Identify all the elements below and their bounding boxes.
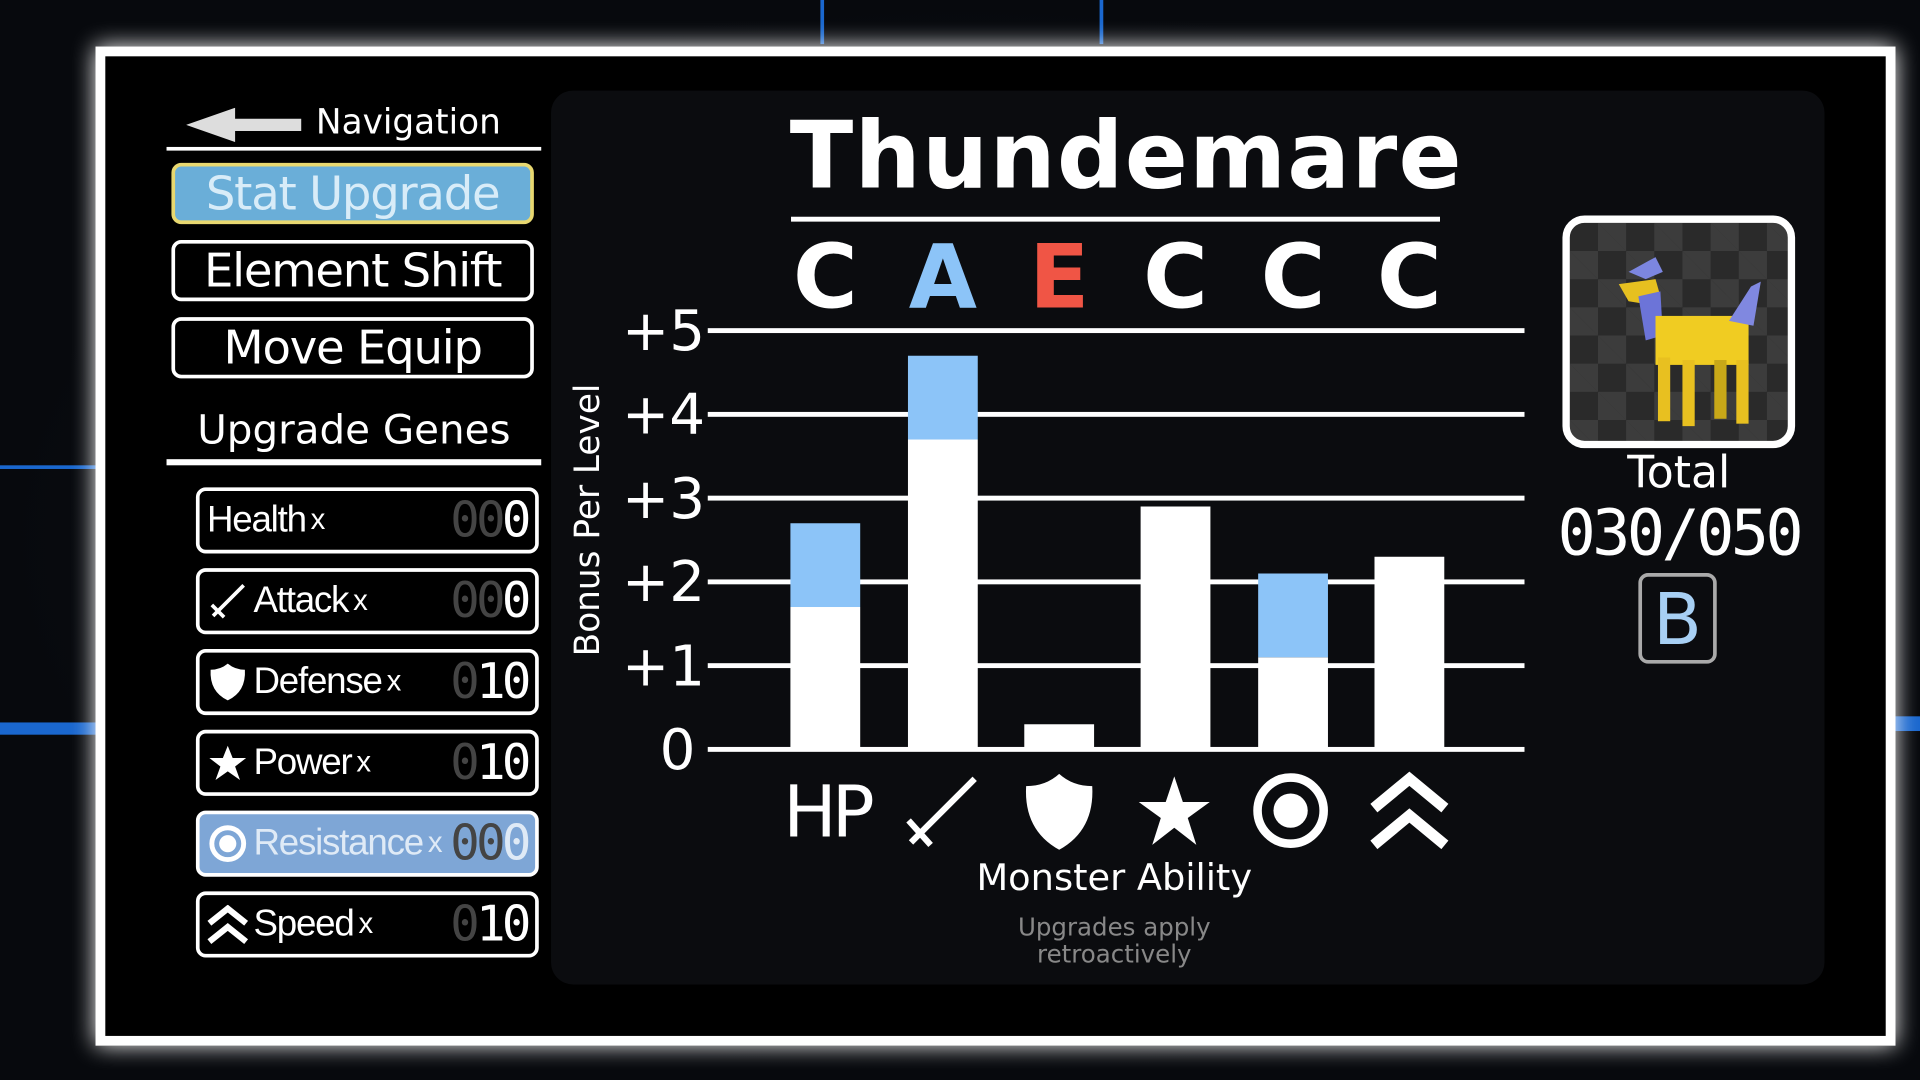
divider — [166, 459, 542, 466]
shield-icon — [207, 661, 249, 703]
navigation-title: Navigation — [315, 101, 501, 143]
grade-letter: C — [1377, 225, 1442, 329]
multiplier-sign: x — [310, 503, 326, 537]
count-leading-zeros: 0 — [450, 734, 480, 792]
count-value: 0 — [501, 492, 532, 549]
grade-letter: C — [792, 225, 858, 329]
count-leading-zeros: 00 — [450, 573, 505, 630]
shield-icon — [1025, 773, 1093, 850]
gene-count: 000 — [450, 815, 532, 872]
double-chevron-up-icon — [1370, 771, 1449, 850]
gene-row-attack[interactable]: Attack x 000 — [195, 568, 539, 635]
star-icon — [1138, 776, 1210, 845]
count-leading-zeros: 00 — [450, 492, 505, 549]
note-line: retroactively — [1037, 939, 1192, 969]
rank-badge: B — [1638, 573, 1717, 664]
ring-icon — [1253, 773, 1328, 848]
grade-letter: A — [908, 225, 977, 329]
double-chevron-up-icon — [207, 904, 249, 946]
multiplier-sign: x — [386, 664, 402, 698]
bg-line — [0, 465, 111, 469]
gene-label: Speed — [253, 903, 354, 945]
multiplier-sign: x — [356, 745, 372, 779]
count-value: 10 — [476, 653, 531, 711]
gene-count: 000 — [450, 492, 532, 549]
bar-defense-shield-icon — [1024, 724, 1095, 750]
bar-HP — [790, 523, 861, 608]
star-icon — [207, 742, 249, 784]
gene-row-resistance[interactable]: Resistance x 000 — [195, 810, 539, 877]
count-value: 0 — [501, 815, 532, 872]
stat-upgrade-button[interactable]: Stat Upgrade — [171, 162, 534, 225]
grade-letter: E — [1029, 225, 1090, 329]
sword-icon — [207, 580, 249, 622]
y-tick-label: +2 — [622, 548, 706, 615]
count-leading-zeros: 00 — [450, 815, 505, 872]
gridline — [707, 411, 1525, 417]
monster-portrait — [1562, 215, 1796, 449]
multiplier-sign: x — [427, 826, 443, 860]
bg-line — [1099, 0, 1104, 45]
upgrade-genes-title: Upgrade Genes — [197, 405, 511, 454]
gene-label: Health — [206, 499, 307, 541]
gene-label: Power — [253, 742, 352, 783]
gridline — [707, 746, 1525, 752]
x-tick-hp: HP — [783, 770, 874, 854]
x-axis-label: Monster Ability — [976, 857, 1253, 901]
gridline — [707, 495, 1525, 501]
divider — [166, 146, 542, 151]
element-shift-button[interactable]: Element Shift — [171, 240, 534, 302]
gridline — [707, 579, 1525, 585]
gene-count: 010 — [450, 653, 531, 711]
count-value: 0 — [501, 573, 532, 630]
total-label: Total — [1627, 448, 1731, 499]
bar-attack-sword-icon — [907, 439, 978, 750]
gene-label: Defense — [253, 661, 382, 702]
monster-name: Thundemare — [789, 100, 1463, 210]
gene-label: Attack — [253, 580, 349, 621]
bg-line — [0, 722, 111, 735]
y-tick-label: 0 — [659, 716, 696, 783]
gene-count: 000 — [450, 573, 532, 630]
bar-resistance-ring-icon — [1258, 573, 1328, 658]
gene-count: 010 — [450, 896, 531, 953]
back-arrow-icon[interactable] — [186, 107, 304, 143]
count-leading-zeros: 0 — [450, 896, 480, 953]
move-equip-button[interactable]: Move Equip — [171, 317, 534, 379]
grade-letter: C — [1260, 225, 1326, 329]
count-value: 10 — [476, 896, 531, 953]
monster-sprite — [1618, 257, 1761, 427]
count-value: 10 — [476, 734, 531, 792]
gene-row-defense[interactable]: Defense x 010 — [195, 648, 539, 716]
gene-row-power[interactable]: Power x 010 — [195, 729, 539, 796]
y-tick-label: +1 — [622, 632, 706, 699]
bar-HP — [790, 607, 861, 750]
divider — [791, 216, 1441, 222]
gene-row-speed[interactable]: Speed x 010 — [195, 891, 539, 958]
bg-line — [820, 0, 825, 45]
bar-speed-chevron-icon — [1374, 556, 1445, 750]
gridline — [707, 663, 1525, 669]
count-leading-zeros: 0 — [450, 653, 480, 711]
multiplier-sign: x — [358, 907, 374, 941]
gene-label: Resistance — [253, 822, 424, 864]
y-tick-label: +4 — [622, 381, 706, 448]
retroactive-note: Upgrades apply retroactively — [931, 913, 1298, 967]
note-line: Upgrades apply — [1017, 912, 1211, 942]
gene-row-health[interactable]: Health x 000 — [195, 487, 539, 554]
bar-resistance-ring-icon — [1258, 657, 1328, 750]
gene-count: 010 — [450, 734, 531, 792]
ring-icon — [207, 823, 249, 865]
total-value: 030/050 — [1557, 497, 1803, 571]
y-tick-label: +5 — [622, 297, 706, 364]
gridline — [707, 328, 1525, 334]
y-tick-label: +3 — [622, 465, 706, 532]
bar-attack-sword-icon — [907, 355, 978, 440]
sword-icon — [906, 776, 977, 847]
grade-letter: C — [1143, 225, 1208, 329]
bar-power-star-icon — [1140, 506, 1211, 750]
multiplier-sign: x — [353, 584, 368, 618]
